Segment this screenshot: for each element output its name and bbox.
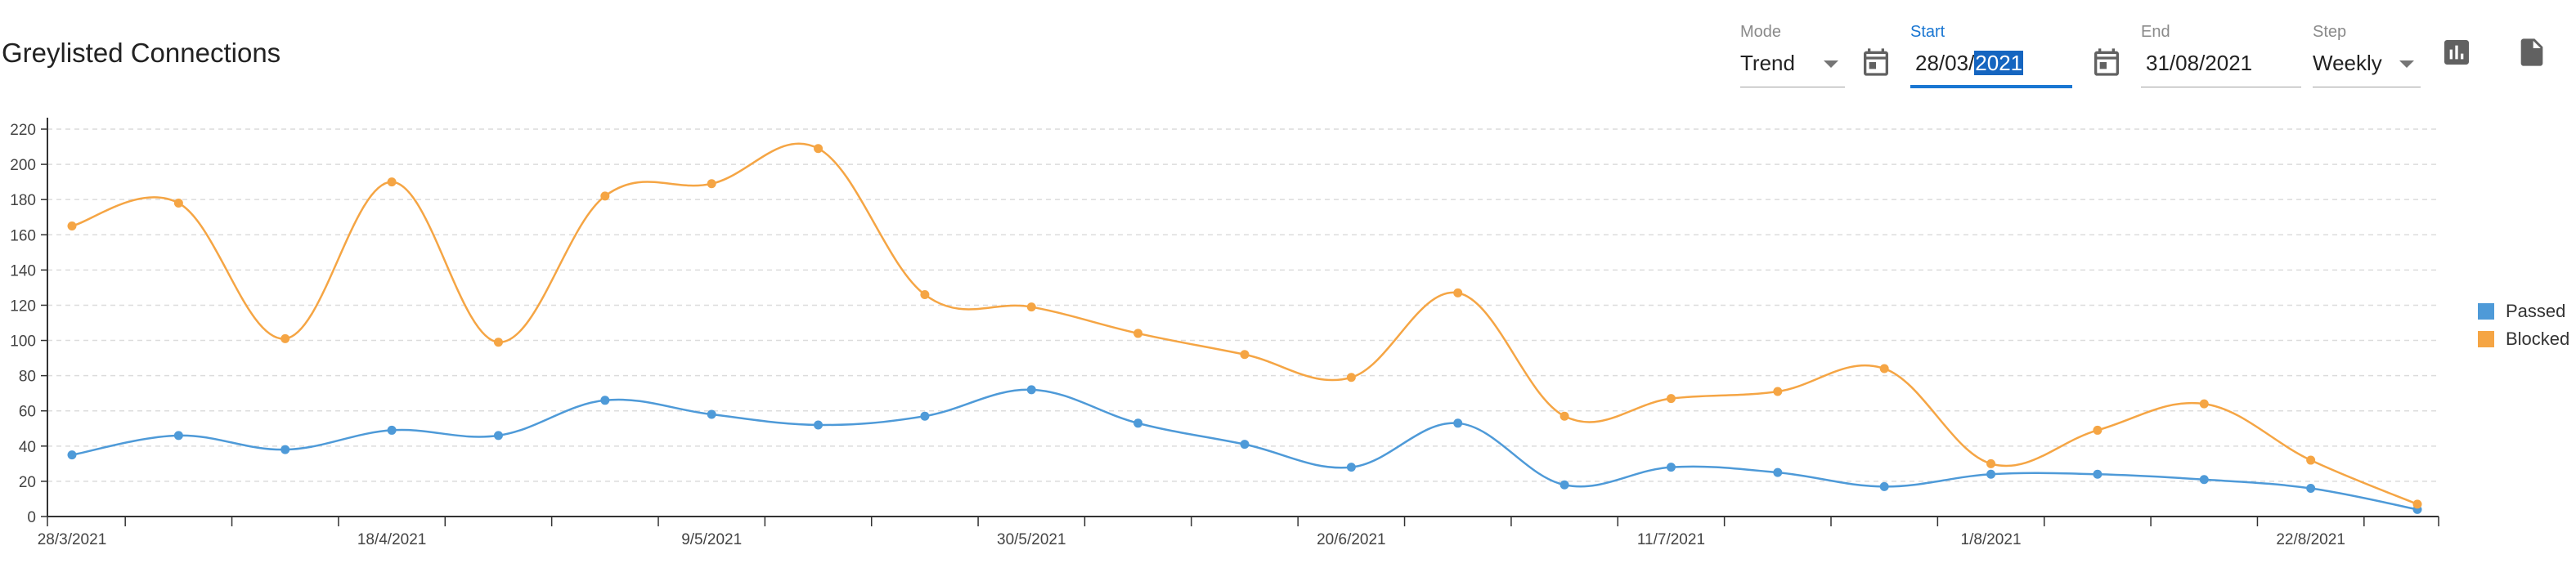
data-point-passed xyxy=(1986,469,1996,479)
data-point-blocked xyxy=(493,338,503,347)
step-value: Weekly xyxy=(2313,51,2382,75)
data-point-passed xyxy=(1773,467,1783,477)
data-point-blocked xyxy=(1026,302,1036,312)
data-point-passed xyxy=(493,431,503,441)
data-point-blocked xyxy=(2412,499,2422,509)
data-point-passed xyxy=(600,396,610,405)
x-tick-label: 9/5/2021 xyxy=(681,531,742,548)
y-tick-label: 200 xyxy=(10,157,36,174)
mode-label: Mode xyxy=(1740,23,1782,41)
data-point-passed xyxy=(387,425,397,435)
data-point-passed xyxy=(920,411,930,421)
start-date-value: 28/03/2021 xyxy=(1915,51,2024,76)
y-tick-label: 60 xyxy=(19,404,36,421)
page-title: Greylisted Connections xyxy=(2,38,281,68)
data-point-blocked xyxy=(707,179,716,189)
x-tick-label: 30/5/2021 xyxy=(997,531,1066,548)
data-point-blocked xyxy=(1986,458,1996,468)
data-point-blocked xyxy=(600,191,610,201)
data-point-passed xyxy=(173,431,183,441)
data-point-blocked xyxy=(920,290,930,300)
y-tick-label: 80 xyxy=(19,369,36,386)
data-point-passed xyxy=(1560,480,1569,490)
end-date-value: 31/08/2021 xyxy=(2146,51,2253,75)
data-point-blocked xyxy=(2306,455,2316,465)
x-tick-label: 20/6/2021 xyxy=(1317,531,1386,548)
data-point-passed xyxy=(2199,475,2209,485)
data-point-blocked xyxy=(1773,387,1783,396)
chevron-down-icon xyxy=(2399,60,2414,68)
y-tick-label: 100 xyxy=(10,333,36,351)
legend-swatch-blocked xyxy=(2478,331,2494,347)
data-point-passed xyxy=(814,420,824,430)
end-date-field[interactable]: End 31/08/2021 xyxy=(2141,23,2301,90)
data-point-blocked xyxy=(387,177,397,187)
toolbar: Mode Trend Start 28/03/2021 End 31/08/20… xyxy=(0,0,2576,98)
data-point-passed xyxy=(2306,484,2316,494)
legend-label-passed: Passed xyxy=(2506,301,2566,321)
data-point-passed xyxy=(1240,440,1250,450)
data-point-blocked xyxy=(173,198,183,208)
document-icon[interactable] xyxy=(2515,36,2548,69)
data-point-blocked xyxy=(1240,350,1250,360)
bar-chart-icon[interactable] xyxy=(2440,36,2473,69)
trend-chart: 0 20 40 60 80 100 120 140 160 180 200 220 28/3/2021 1… xyxy=(10,118,2439,548)
data-point-blocked xyxy=(67,221,77,230)
y-tick-label: 0 xyxy=(27,509,36,526)
step-select[interactable]: Step Weekly xyxy=(2313,23,2421,90)
series-line-blocked xyxy=(71,142,2418,506)
data-point-blocked xyxy=(2093,425,2103,435)
data-point-passed xyxy=(1453,418,1463,428)
y-tick-label: 120 xyxy=(10,297,36,315)
x-tick-label: 28/3/2021 xyxy=(38,531,107,548)
data-point-passed xyxy=(1026,385,1036,395)
start-label: Start xyxy=(1910,23,1945,41)
data-point-blocked xyxy=(1133,329,1143,338)
y-tick-label: 160 xyxy=(10,227,36,244)
data-point-passed xyxy=(1133,418,1143,428)
x-tick-label: 22/8/2021 xyxy=(2276,531,2345,548)
data-point-passed xyxy=(1879,481,1889,491)
data-point-blocked xyxy=(814,144,824,154)
data-point-blocked xyxy=(1560,411,1569,421)
x-tick-label: 18/4/2021 xyxy=(357,531,427,548)
data-point-blocked xyxy=(1346,373,1356,382)
data-point-blocked xyxy=(280,333,290,343)
data-point-passed xyxy=(1346,463,1356,472)
data-point-passed xyxy=(707,409,716,419)
y-tick-label: 20 xyxy=(19,474,36,491)
y-tick-label: 180 xyxy=(10,192,36,209)
legend-label-blocked: Blocked xyxy=(2506,329,2570,349)
chevron-down-icon xyxy=(1824,60,1838,68)
y-tick-label: 40 xyxy=(19,439,36,456)
data-point-blocked xyxy=(2199,399,2209,409)
x-tick-label: 11/7/2021 xyxy=(1637,531,1705,548)
end-label: End xyxy=(2141,23,2170,41)
data-point-blocked xyxy=(1879,364,1889,373)
start-date-field[interactable]: Start 28/03/2021 xyxy=(1910,23,2072,90)
mode-value: Trend xyxy=(1740,51,1795,75)
end-calendar-icon[interactable] xyxy=(2090,46,2123,78)
mode-select[interactable]: Mode Trend xyxy=(1740,23,1845,90)
data-point-blocked xyxy=(1453,288,1463,297)
y-tick-label: 220 xyxy=(10,122,36,139)
data-point-passed xyxy=(67,450,77,460)
data-point-passed xyxy=(1666,463,1676,472)
legend-swatch-passed xyxy=(2478,303,2494,320)
series-line-passed xyxy=(71,388,2418,511)
data-point-passed xyxy=(2093,469,2103,479)
data-point-passed xyxy=(280,445,290,454)
start-date-prefix: 28/03/ xyxy=(1915,51,1975,75)
start-calendar-icon[interactable] xyxy=(1860,46,1892,78)
x-tick-label: 1/8/2021 xyxy=(1961,531,2022,548)
start-date-selection: 2021 xyxy=(1974,51,2024,75)
y-tick-label: 140 xyxy=(10,262,36,280)
data-point-blocked xyxy=(1666,394,1676,404)
step-label: Step xyxy=(2313,23,2347,41)
